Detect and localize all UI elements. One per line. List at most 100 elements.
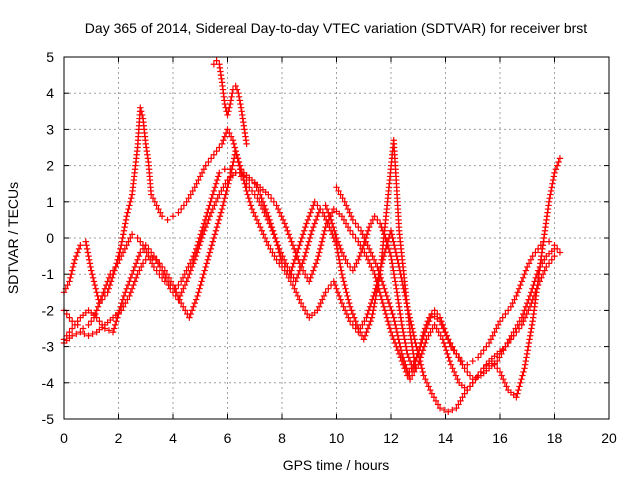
data-point	[293, 274, 301, 282]
data-point	[466, 383, 474, 390]
data-point	[408, 372, 416, 379]
data-point	[340, 303, 347, 310]
data-point	[525, 339, 533, 347]
data-point	[308, 227, 316, 234]
data-point	[216, 144, 223, 151]
data-point	[236, 97, 243, 104]
data-point	[416, 357, 423, 365]
data-point	[188, 263, 196, 271]
data-point	[393, 328, 401, 336]
data-point	[93, 307, 100, 314]
data-point	[432, 397, 440, 405]
data-point	[361, 318, 368, 325]
data-point	[409, 328, 417, 336]
data-point	[340, 278, 347, 285]
data-point	[266, 220, 273, 227]
data-point	[312, 216, 320, 224]
data-point	[274, 205, 282, 213]
data-point	[127, 234, 134, 242]
data-point	[370, 292, 377, 300]
data-point	[98, 292, 106, 300]
data-point	[139, 260, 147, 267]
data-point	[502, 310, 509, 318]
data-point	[207, 209, 215, 216]
data-point	[284, 263, 291, 271]
data-point	[522, 357, 529, 365]
data-point	[208, 242, 216, 249]
data-point	[521, 271, 528, 278]
data-point	[440, 325, 447, 332]
data-point	[434, 401, 442, 408]
data-point	[327, 213, 334, 220]
data-point	[267, 194, 275, 202]
data-point	[414, 347, 421, 354]
data-point	[343, 289, 350, 296]
data-point	[68, 318, 76, 325]
data-point	[444, 350, 451, 358]
data-point	[137, 238, 144, 245]
data-point	[344, 223, 352, 231]
data-point	[127, 198, 134, 205]
data-point	[192, 252, 200, 260]
data-point	[364, 325, 372, 332]
y-tick-label: -5	[42, 411, 55, 427]
data-point	[128, 285, 136, 292]
data-point	[297, 263, 305, 271]
data-point	[276, 260, 283, 267]
data-point	[296, 296, 303, 303]
x-tick-label: 16	[492, 430, 508, 446]
data-point	[360, 336, 367, 343]
data-point	[304, 216, 312, 224]
data-point	[378, 296, 386, 303]
data-point	[226, 129, 233, 137]
data-point	[218, 205, 226, 213]
data-point	[302, 249, 310, 256]
data-point	[394, 256, 401, 263]
data-point	[405, 354, 412, 361]
data-point	[399, 281, 407, 289]
data-point	[443, 347, 450, 354]
data-point	[207, 155, 215, 162]
data-point	[308, 205, 316, 213]
data-point	[549, 176, 557, 184]
data-point	[427, 314, 434, 321]
data-point	[231, 144, 238, 151]
data-point	[528, 321, 536, 329]
data-point	[237, 166, 245, 173]
data-point	[445, 408, 452, 415]
data-point	[158, 213, 166, 220]
data-point	[404, 303, 411, 310]
data-point	[212, 227, 220, 234]
data-point	[207, 198, 214, 205]
data-point	[499, 314, 506, 321]
data-point	[389, 263, 397, 271]
data-point	[518, 375, 525, 383]
data-point	[200, 166, 208, 173]
data-point	[178, 289, 185, 296]
data-point	[299, 231, 307, 238]
data-point	[367, 318, 374, 325]
data-point	[388, 307, 395, 314]
data-point	[431, 321, 438, 329]
data-point	[213, 57, 220, 64]
data-point	[384, 238, 392, 245]
data-point	[390, 271, 398, 278]
data-point	[274, 242, 282, 249]
data-point	[425, 332, 432, 339]
data-point	[454, 375, 461, 383]
data-point	[423, 379, 431, 386]
data-point	[361, 234, 368, 242]
data-point	[138, 108, 145, 115]
data-point	[199, 231, 207, 238]
data-point	[195, 289, 202, 296]
data-point	[521, 361, 529, 368]
data-point	[449, 406, 456, 414]
data-point	[142, 242, 149, 249]
data-point	[139, 245, 147, 253]
data-point	[304, 310, 311, 318]
data-point	[401, 357, 408, 365]
data-point	[383, 242, 391, 249]
data-point	[366, 321, 373, 329]
data-point	[296, 242, 303, 249]
data-point	[423, 336, 430, 343]
